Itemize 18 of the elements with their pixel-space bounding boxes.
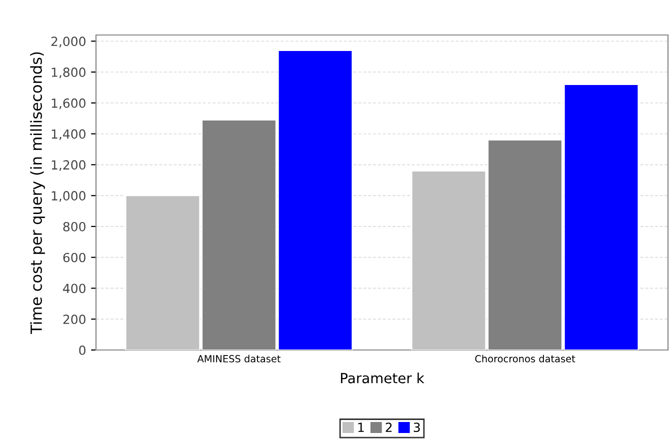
y-tick-label: 1,000 (52, 191, 86, 202)
y-tick-label: 2,000 (51, 36, 86, 48)
legend-label: 1 (358, 422, 364, 432)
y-tick-label: 1,800 (52, 68, 86, 78)
y-tick-label: 1,600 (52, 98, 86, 110)
y-axis-title: Time cost per query (in milliseconds) (30, 52, 45, 334)
y-tick-label: 600 (63, 252, 86, 262)
y-tick-label: 800 (63, 222, 86, 232)
legend-label: 3 (414, 422, 420, 432)
y-tick-label: 1,200 (52, 160, 86, 171)
legend-label: 2 (386, 422, 392, 432)
x-tick-label: AMINESS dataset (197, 354, 281, 362)
y-tick-label: 200 (63, 314, 86, 324)
y-tick-label: 0 (79, 345, 86, 355)
y-tick-label: 1,400 (52, 129, 86, 140)
y-tick-label: 400 (63, 284, 86, 294)
x-axis-title: Parameter k (341, 372, 424, 384)
x-tick-label: Chorocronos dataset (475, 354, 576, 362)
